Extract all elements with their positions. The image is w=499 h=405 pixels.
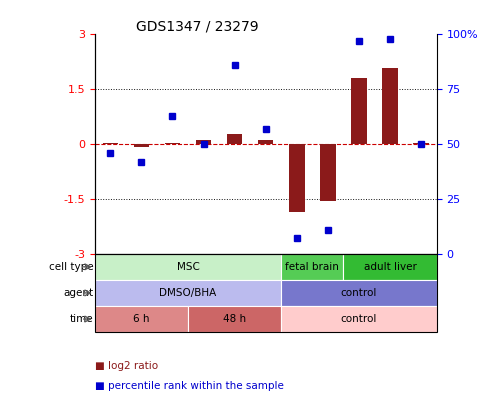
- Bar: [227, 134, 243, 144]
- Text: adult liver: adult liver: [364, 262, 417, 272]
- Text: ■ percentile rank within the sample: ■ percentile rank within the sample: [95, 381, 284, 391]
- Text: control: control: [341, 314, 377, 324]
- Bar: [95, 280, 281, 306]
- Bar: [413, 143, 429, 144]
- Text: 6 h: 6 h: [133, 314, 150, 324]
- Bar: [289, 144, 304, 212]
- Bar: [320, 144, 336, 201]
- Bar: [95, 306, 188, 332]
- Text: cell type: cell type: [48, 262, 93, 272]
- Bar: [281, 254, 343, 280]
- Text: agent: agent: [63, 288, 93, 298]
- Bar: [382, 68, 398, 144]
- Text: MSC: MSC: [177, 262, 200, 272]
- Bar: [351, 78, 367, 144]
- Text: control: control: [341, 288, 377, 298]
- Text: ■ log2 ratio: ■ log2 ratio: [95, 360, 158, 371]
- Bar: [165, 143, 180, 144]
- Bar: [188, 306, 281, 332]
- Bar: [134, 144, 149, 147]
- Bar: [196, 140, 212, 144]
- Bar: [281, 306, 437, 332]
- Bar: [103, 143, 118, 144]
- Bar: [95, 254, 281, 280]
- Text: 48 h: 48 h: [223, 314, 246, 324]
- Text: fetal brain: fetal brain: [285, 262, 339, 272]
- Bar: [281, 280, 437, 306]
- Bar: [343, 254, 437, 280]
- Title: GDS1347 / 23279: GDS1347 / 23279: [136, 19, 258, 33]
- Bar: [258, 141, 273, 144]
- Text: time: time: [70, 314, 93, 324]
- Text: DMSO/BHA: DMSO/BHA: [159, 288, 217, 298]
